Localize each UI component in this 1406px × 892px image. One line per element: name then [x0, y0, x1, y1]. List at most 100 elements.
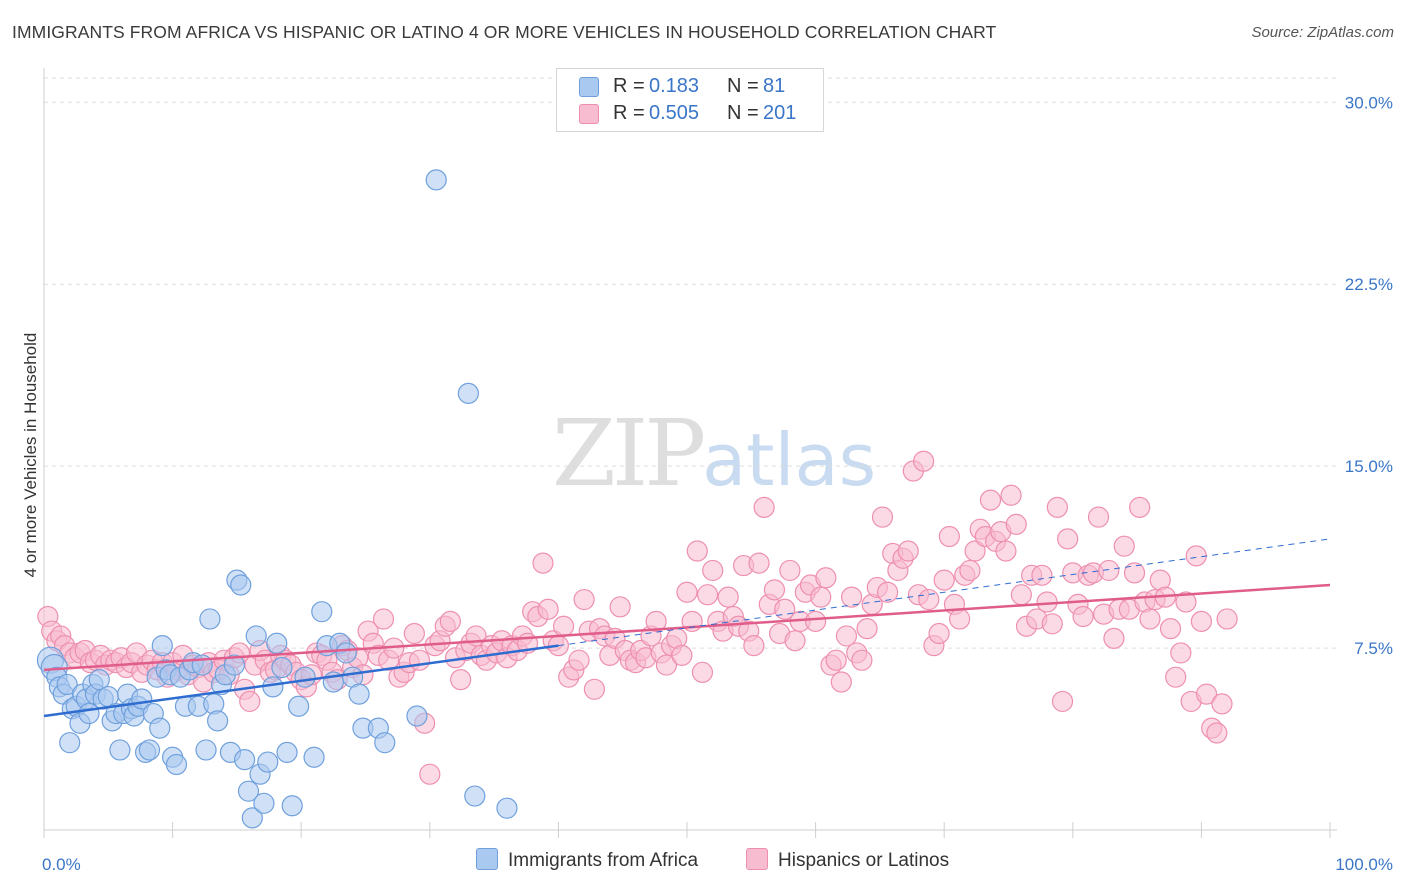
y-tick-label: 15.0%	[1345, 457, 1393, 476]
hispanics-point	[419, 763, 441, 785]
hispanics-point	[774, 598, 796, 620]
africa-point	[253, 792, 275, 814]
hispanics-trend-line	[43, 583, 1331, 672]
africa-point	[199, 608, 221, 630]
source-attribution: Source: ZipAtlas.com	[1251, 24, 1394, 41]
hispanics-point	[1195, 683, 1218, 705]
africa-point	[56, 673, 78, 696]
hispanics-point	[1206, 722, 1228, 744]
hispanics-point	[532, 552, 554, 574]
hispanics-point	[784, 630, 806, 652]
hispanics-point	[537, 598, 559, 620]
hispanics-point	[573, 588, 595, 611]
africa-point	[335, 642, 357, 664]
legend-n-value: 201	[763, 102, 797, 124]
hispanics-point	[763, 579, 786, 601]
hispanics-point	[949, 608, 971, 630]
hispanics-point	[748, 552, 770, 574]
hispanics-point	[1129, 496, 1151, 518]
zipatlas-watermark: ZIPatlas	[552, 400, 876, 507]
hispanics-point	[841, 586, 863, 608]
africa-trend-line	[43, 644, 559, 718]
africa-point	[303, 746, 325, 768]
legend-swatch-africa	[476, 848, 498, 870]
series-africa-points	[36, 169, 518, 829]
hispanics-point	[239, 690, 261, 713]
bottom-legend-africa: Immigrants from Africa	[476, 848, 699, 872]
hispanics-point	[979, 489, 1002, 511]
legend-row-hispanics: R = 0.505 N = 201	[557, 100, 823, 128]
hispanics-point	[450, 668, 472, 691]
africa-point	[457, 382, 479, 404]
africa-point	[266, 632, 288, 654]
gridlines	[44, 77, 1337, 649]
africa-point	[496, 797, 518, 819]
hispanics-point	[897, 540, 919, 562]
hispanics-point	[1051, 690, 1074, 713]
hispanics-point	[1098, 559, 1120, 582]
hispanics-point	[851, 649, 873, 671]
legend-r-label: R =	[613, 102, 645, 124]
africa-point	[234, 749, 256, 771]
hispanics-point	[1000, 484, 1022, 506]
hispanics-point	[439, 610, 461, 632]
hispanics-point	[552, 615, 575, 637]
hispanics-point	[655, 654, 678, 676]
hispanics-point	[717, 586, 739, 608]
africa-point	[207, 710, 229, 732]
hispanics-point	[1175, 591, 1197, 613]
hispanics-point	[1113, 535, 1135, 557]
africa-point	[237, 780, 260, 802]
africa-point	[257, 751, 279, 773]
hispanics-point	[609, 596, 631, 618]
africa-point	[59, 732, 81, 754]
hispanics-point	[583, 678, 606, 700]
hispanics-point	[1010, 584, 1032, 606]
hispanics-point	[1190, 610, 1213, 632]
africa-point	[241, 807, 263, 829]
africa-point	[165, 753, 188, 776]
africa-trend-extension	[558, 538, 1331, 647]
x-tick-label-max: 100.0%	[1335, 855, 1393, 874]
hispanics-point	[568, 649, 590, 671]
legend-label-africa: Immigrants from Africa	[508, 850, 699, 872]
hispanics-point	[702, 559, 724, 582]
hispanics-point	[1170, 642, 1192, 664]
africa-point	[348, 683, 370, 705]
hispanics-point	[671, 644, 693, 666]
y-tick-label: 30.0%	[1345, 93, 1393, 112]
hispanics-point	[1072, 605, 1094, 628]
y-tick-label: 22.5%	[1345, 275, 1393, 294]
africa-point	[425, 169, 447, 191]
hispanics-point	[928, 622, 950, 645]
africa-point	[138, 739, 161, 761]
hispanics-point	[871, 506, 894, 528]
africa-point	[311, 601, 333, 623]
africa-point	[406, 705, 428, 727]
legend-swatch-hispanics	[746, 848, 768, 870]
axes: 4 or more Vehicles in Household 0.0% 100…	[21, 68, 1393, 874]
hispanics-point	[1185, 545, 1207, 567]
hispanics-point	[1159, 618, 1182, 640]
africa-point	[276, 741, 298, 763]
africa-point	[151, 635, 173, 657]
africa-point	[149, 717, 171, 739]
hispanics-point	[933, 569, 955, 591]
hispanics-point	[830, 671, 852, 693]
hispanics-point	[372, 608, 395, 630]
hispanics-point	[877, 581, 899, 603]
trend-lines	[43, 538, 1331, 718]
legend-n-label: N =	[727, 75, 759, 97]
hispanics-point	[645, 610, 667, 632]
hispanics-point	[995, 540, 1017, 562]
legend-label-hispanics: Hispanics or Latinos	[778, 850, 950, 872]
hispanics-point	[1005, 513, 1027, 535]
legend-n-label: N =	[727, 102, 759, 124]
hispanics-point	[938, 525, 960, 548]
hispanics-point	[686, 540, 708, 562]
legend-r-value: 0.505	[649, 102, 700, 124]
africa-point	[223, 654, 245, 676]
hispanics-point	[1139, 608, 1161, 630]
hispanics-point	[913, 450, 935, 472]
